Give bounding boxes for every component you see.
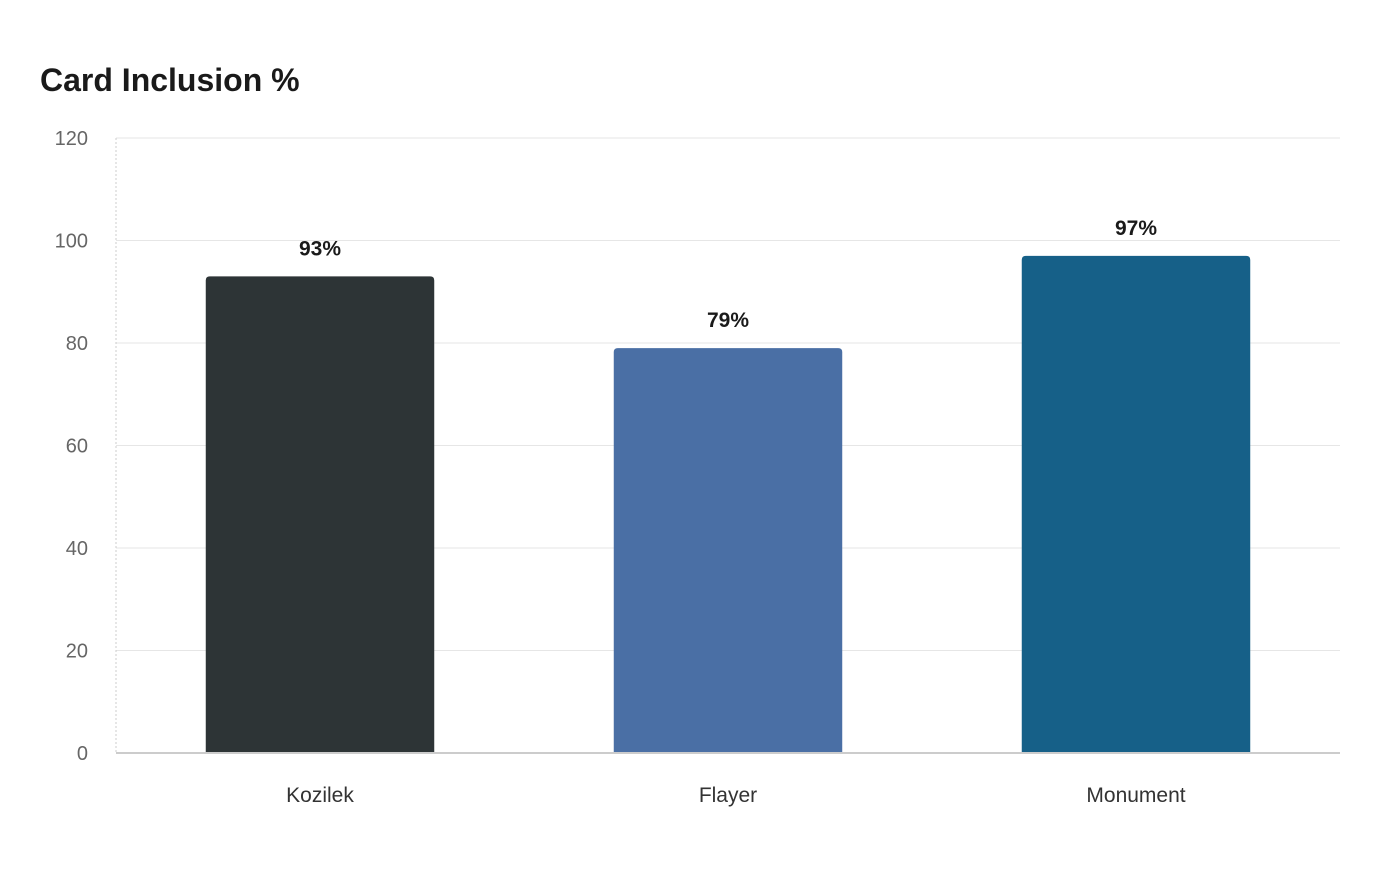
x-tick-label: Monument <box>1086 784 1185 807</box>
labels: 0 20 40 60 80 100 120 93% Kozilek 79% Flayer 97% Mon… <box>55 128 1186 807</box>
axes <box>115 138 1340 754</box>
chart-title: Card Inclusion % <box>40 62 300 98</box>
y-tick-label: 20 <box>66 641 88 663</box>
y-tick-label: 100 <box>55 231 88 253</box>
x-tick-label: Flayer <box>699 784 757 807</box>
y-tick-label: 80 <box>66 333 88 355</box>
data-label: 93% <box>299 237 341 260</box>
y-tick-label: 40 <box>66 538 88 560</box>
bars <box>205 255 1251 752</box>
y-tick-label: 0 <box>77 743 88 765</box>
data-label: 97% <box>1115 217 1157 240</box>
y-tick-label: 60 <box>66 436 88 458</box>
bar-monument <box>1021 255 1251 752</box>
bar-flayer <box>613 348 843 752</box>
data-label: 79% <box>707 309 749 332</box>
y-tick-label: 120 <box>55 128 88 150</box>
x-tick-label: Kozilek <box>286 784 354 807</box>
bar-kozilek <box>205 276 435 752</box>
